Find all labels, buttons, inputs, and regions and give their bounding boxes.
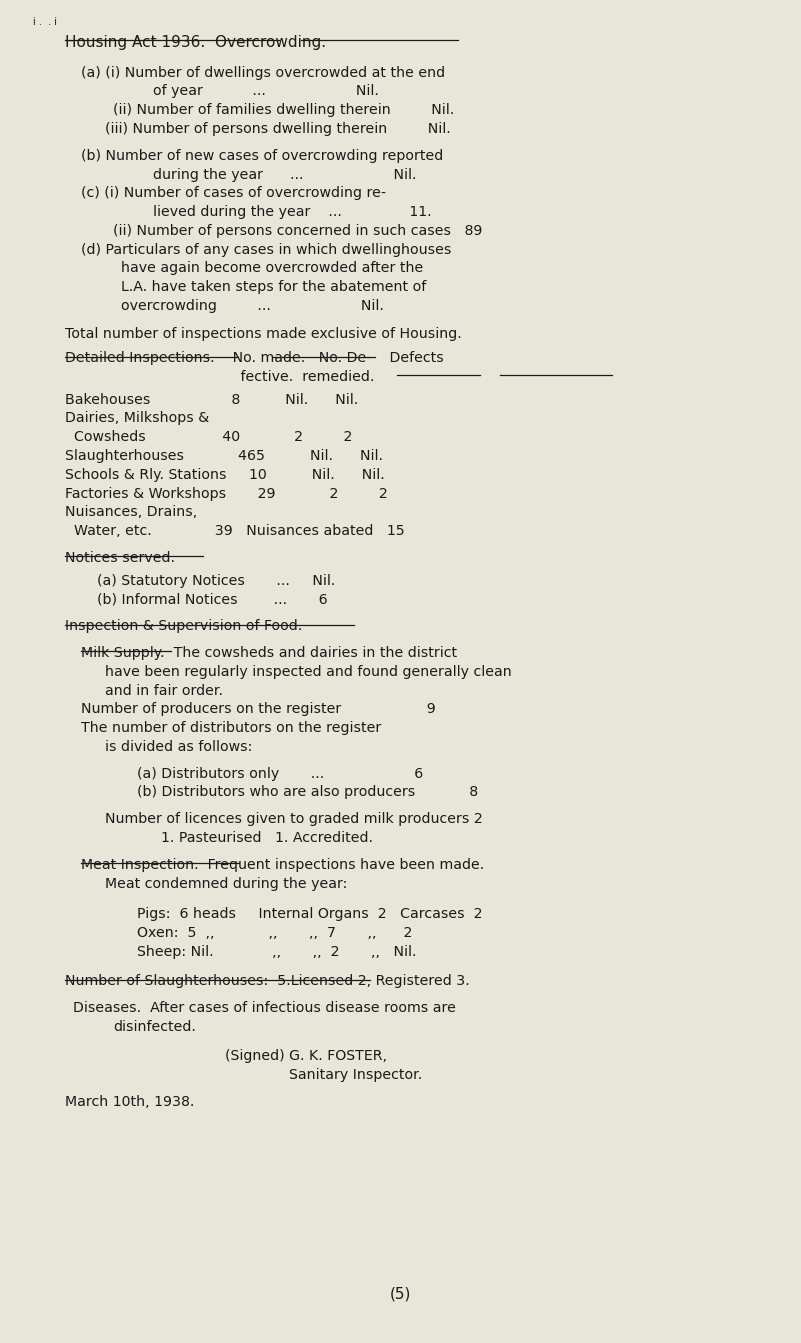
Text: Detailed Inspections.    No. made.   No. De-    Defects: Detailed Inspections. No. made. No. De- …	[65, 351, 444, 365]
Text: (Signed) G. K. FOSTER,: (Signed) G. K. FOSTER,	[225, 1049, 387, 1064]
Text: is divided as follows:: is divided as follows:	[105, 740, 252, 753]
Text: Nuisances, Drains,: Nuisances, Drains,	[65, 505, 198, 520]
Text: Number of producers on the register                   9: Number of producers on the register 9	[81, 702, 436, 716]
Text: overcrowding         ...                    Nil.: overcrowding ... Nil.	[121, 299, 384, 313]
Text: Milk Supply.  The cowsheds and dairies in the district: Milk Supply. The cowsheds and dairies in…	[81, 646, 457, 659]
Text: Diseases.  After cases of infectious disease rooms are: Diseases. After cases of infectious dise…	[73, 1001, 456, 1015]
Text: (a) Distributors only       ...                    6: (a) Distributors only ... 6	[137, 767, 424, 780]
Text: (iii) Number of persons dwelling therein         Nil.: (iii) Number of persons dwelling therein…	[105, 122, 451, 136]
Text: Slaughterhouses            465          Nil.      Nil.: Slaughterhouses 465 Nil. Nil.	[65, 449, 383, 463]
Text: (c) (i) Number of cases of overcrowding re-: (c) (i) Number of cases of overcrowding …	[81, 187, 386, 200]
Text: (b) Distributors who are also producers            8: (b) Distributors who are also producers …	[137, 786, 478, 799]
Text: Housing Act 1936.  Overcrowding.: Housing Act 1936. Overcrowding.	[65, 35, 326, 50]
Text: (ii) Number of families dwelling therein         Nil.: (ii) Number of families dwelling therein…	[113, 103, 454, 117]
Text: March 10th, 1938.: March 10th, 1938.	[65, 1095, 195, 1109]
Text: of year           ...                    Nil.: of year ... Nil.	[153, 85, 379, 98]
Text: L.A. have taken steps for the abatement of: L.A. have taken steps for the abatement …	[121, 281, 426, 294]
Text: Water, etc.              39   Nuisances abated   15: Water, etc. 39 Nuisances abated 15	[65, 524, 405, 539]
Text: fective.  remedied.: fective. remedied.	[65, 369, 375, 384]
Text: have again become overcrowded after the: have again become overcrowded after the	[121, 262, 424, 275]
Text: Number of licences given to graded milk producers 2: Number of licences given to graded milk …	[105, 813, 483, 826]
Text: Pigs:  6 heads     Internal Organs  2   Carcases  2: Pigs: 6 heads Internal Organs 2 Carcases…	[137, 908, 482, 921]
Text: and in fair order.: and in fair order.	[105, 684, 223, 697]
Text: disinfected.: disinfected.	[113, 1019, 196, 1034]
Text: Sanitary Inspector.: Sanitary Inspector.	[288, 1068, 422, 1082]
Text: Bakehouses                  8          Nil.      Nil.: Bakehouses 8 Nil. Nil.	[65, 392, 359, 407]
Text: Meat Inspection.  Frequent inspections have been made.: Meat Inspection. Frequent inspections ha…	[81, 858, 485, 872]
Text: (b) Number of new cases of overcrowding reported: (b) Number of new cases of overcrowding …	[81, 149, 444, 163]
Text: Cowsheds                 40            2         2: Cowsheds 40 2 2	[65, 430, 352, 445]
Text: (b) Informal Notices        ...       6: (b) Informal Notices ... 6	[97, 592, 328, 607]
Text: Oxen:  5  ,,            ,,       ,,  7       ,,      2: Oxen: 5 ,, ,, ,, 7 ,, 2	[137, 927, 413, 940]
Text: 1. Pasteurised   1. Accredited.: 1. Pasteurised 1. Accredited.	[161, 831, 373, 845]
Text: The number of distributors on the register: The number of distributors on the regist…	[81, 721, 381, 735]
Text: (5): (5)	[390, 1287, 411, 1301]
Text: lieved during the year    ...               11.: lieved during the year ... 11.	[153, 205, 432, 219]
Text: Dairies, Milkshops &: Dairies, Milkshops &	[65, 411, 210, 426]
Text: Factories & Workshops       29            2         2: Factories & Workshops 29 2 2	[65, 486, 388, 501]
Text: Inspection & Supervision of Food.: Inspection & Supervision of Food.	[65, 619, 303, 634]
Text: (a) Statutory Notices       ...     Nil.: (a) Statutory Notices ... Nil.	[97, 573, 336, 588]
Text: Total number of inspections made exclusive of Housing.: Total number of inspections made exclusi…	[65, 328, 462, 341]
Text: (ii) Number of persons concerned in such cases   89: (ii) Number of persons concerned in such…	[113, 224, 482, 238]
Text: have been regularly inspected and found generally clean: have been regularly inspected and found …	[105, 665, 512, 678]
Text: Sheep: Nil.             ,,       ,,  2       ,,   Nil.: Sheep: Nil. ,, ,, 2 ,, Nil.	[137, 945, 417, 959]
Text: Meat condemned during the year:: Meat condemned during the year:	[105, 877, 348, 890]
Text: (d) Particulars of any cases in which dwellinghouses: (d) Particulars of any cases in which dw…	[81, 243, 452, 257]
Text: Notices served.: Notices served.	[65, 551, 175, 565]
Text: Number of Slaughterhouses:  5.Licensed 2, Registered 3.: Number of Slaughterhouses: 5.Licensed 2,…	[65, 975, 470, 988]
Text: Schools & Rly. Stations     10          Nil.      Nil.: Schools & Rly. Stations 10 Nil. Nil.	[65, 467, 385, 482]
Text: during the year      ...                    Nil.: during the year ... Nil.	[153, 168, 417, 181]
Text: (a) (i) Number of dwellings overcrowded at the end: (a) (i) Number of dwellings overcrowded …	[81, 66, 445, 79]
Text: i .  . i: i . . i	[34, 17, 58, 27]
